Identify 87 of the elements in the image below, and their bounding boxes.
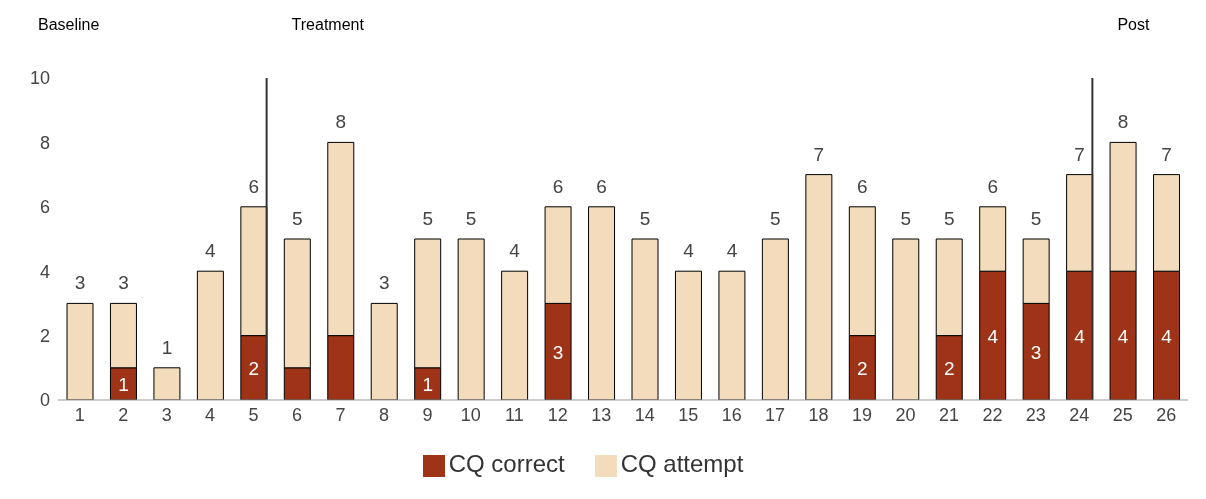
total-label: 5 xyxy=(1030,208,1042,229)
total-label: 3 xyxy=(378,272,390,294)
x-tick-label: 2 xyxy=(118,404,129,425)
bar xyxy=(457,238,485,400)
x-tick-label: 7 xyxy=(335,404,346,425)
x-tick-label: 19 xyxy=(852,404,873,425)
data-label: 2 xyxy=(248,357,260,379)
total-label: 5 xyxy=(422,208,433,229)
total-label: 5 xyxy=(943,208,955,229)
bar xyxy=(674,270,702,400)
x-tick-label: 20 xyxy=(895,404,916,425)
x-tick-label: 22 xyxy=(982,404,1003,425)
x-tick-label: 16 xyxy=(721,404,742,425)
data-label: 4 xyxy=(987,325,999,347)
data-label: 2 xyxy=(943,357,955,379)
x-tick-label: 26 xyxy=(1156,404,1177,425)
total-label: 8 xyxy=(335,111,347,133)
total-label: 3 xyxy=(74,272,86,294)
y-tick-label: 8 xyxy=(39,132,50,153)
data-label: 3 xyxy=(552,341,564,363)
x-tick-label: 18 xyxy=(808,404,829,425)
y-tick-label: 10 xyxy=(29,68,50,89)
y-tick-label: 4 xyxy=(39,261,50,282)
total-label: 6 xyxy=(596,175,607,197)
x-tick-label: 15 xyxy=(678,404,699,425)
data-label: 2 xyxy=(857,357,868,379)
bar xyxy=(501,270,529,400)
x-tick-label: 6 xyxy=(292,404,303,425)
x-tick-label: 23 xyxy=(1025,404,1046,425)
x-tick-label: 24 xyxy=(1069,404,1090,425)
bar xyxy=(196,270,224,400)
x-tick-label: 3 xyxy=(161,404,172,425)
bar xyxy=(588,206,616,400)
total-label: 8 xyxy=(1117,111,1129,133)
legend-label: CQ correct xyxy=(448,450,565,477)
bar xyxy=(631,238,659,400)
total-label: 4 xyxy=(683,240,695,262)
x-tick-label: 10 xyxy=(460,404,481,425)
bar xyxy=(153,367,181,400)
x-tick-label: 11 xyxy=(505,404,524,425)
total-label: 5 xyxy=(639,208,651,229)
data-label: 1 xyxy=(422,373,433,395)
x-tick-label: 9 xyxy=(422,404,433,425)
y-tick-label: 2 xyxy=(39,325,50,346)
total-label: 3 xyxy=(118,272,129,294)
text: Post xyxy=(1117,16,1150,34)
total-label: 5 xyxy=(292,208,303,229)
total-label: 4 xyxy=(726,240,738,262)
total-label: 6 xyxy=(987,175,998,197)
y-tick-label: 0 xyxy=(39,390,50,411)
total-label: 5 xyxy=(770,208,781,229)
bar xyxy=(66,302,94,400)
x-tick-label: 1 xyxy=(74,404,85,425)
data-label: 4 xyxy=(1074,325,1086,347)
total-label: 6 xyxy=(248,175,260,197)
total-label: 7 xyxy=(813,143,825,165)
data-label: 1 xyxy=(118,373,129,395)
total-label: 6 xyxy=(857,175,868,197)
x-tick-label: 17 xyxy=(765,404,786,425)
text: Baseline xyxy=(38,16,100,34)
bar xyxy=(805,174,833,400)
total-label: 4 xyxy=(509,240,521,262)
x-tick-label: 21 xyxy=(938,404,959,425)
y-tick-label: 6 xyxy=(39,197,50,218)
data-label: 4 xyxy=(1161,325,1173,347)
total-label: 1 xyxy=(161,336,173,358)
total-label: 5 xyxy=(900,208,912,229)
bar xyxy=(892,238,920,400)
x-tick-label: 12 xyxy=(547,404,568,425)
total-label: 6 xyxy=(552,175,564,197)
x-tick-label: 8 xyxy=(378,404,389,425)
data-label: 3 xyxy=(1030,341,1042,363)
bar xyxy=(718,270,746,400)
x-tick-label: 14 xyxy=(634,404,655,425)
legend-label: CQ attempt xyxy=(620,450,744,477)
x-tick-label: 5 xyxy=(248,404,259,425)
total-label: 4 xyxy=(205,240,217,262)
bar xyxy=(370,302,398,400)
bar xyxy=(761,238,789,400)
text: Treatment xyxy=(291,16,364,34)
x-tick-label: 13 xyxy=(591,404,612,425)
total-label: 5 xyxy=(465,208,477,229)
total-label: 7 xyxy=(1161,143,1172,165)
data-label: 4 xyxy=(1117,325,1129,347)
x-tick-label: 4 xyxy=(205,404,216,425)
x-tick-label: 25 xyxy=(1112,404,1133,425)
total-label: 7 xyxy=(1074,143,1085,165)
